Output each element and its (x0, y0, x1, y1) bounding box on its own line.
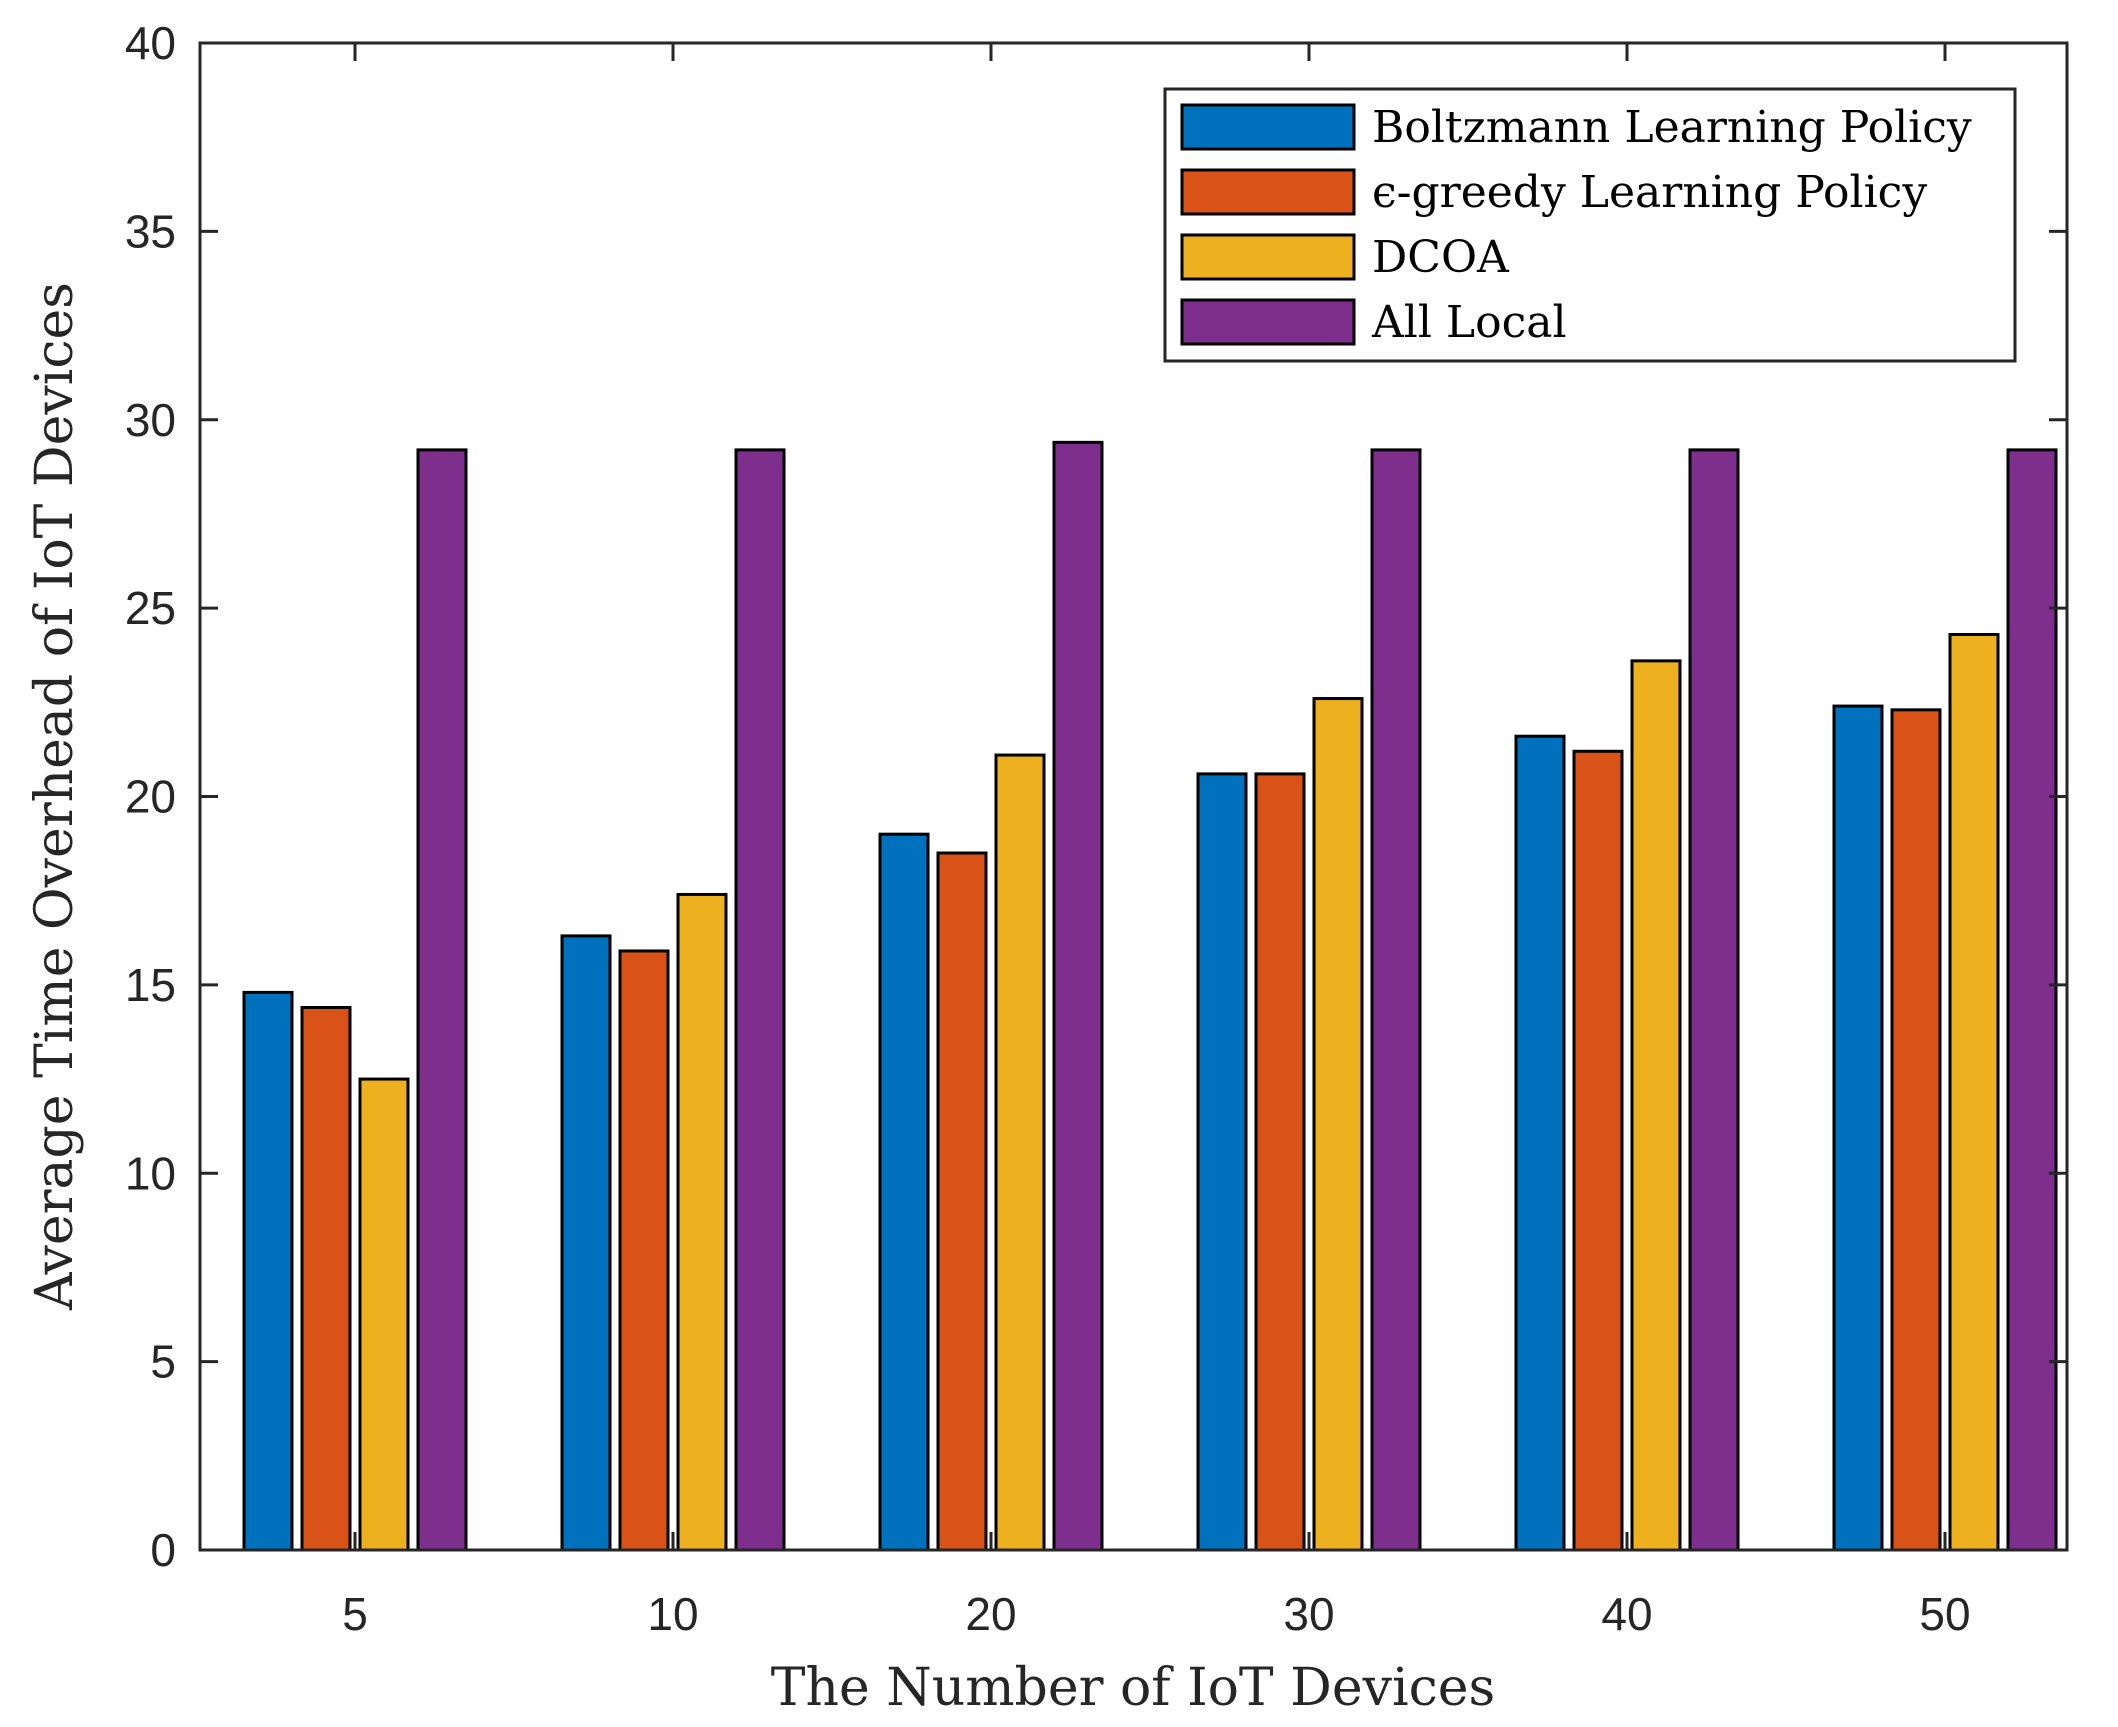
bar-50-series-2 (1890, 708, 1942, 1552)
bar-50-series-1 (1832, 704, 1884, 1552)
y-tick-label-10: 10 (125, 1147, 176, 1199)
bar-50-series-3 (1948, 632, 2000, 1552)
legend-swatch-2 (1180, 168, 1356, 216)
y-tick-label-20: 20 (125, 771, 176, 823)
legend-label-1: Boltzmann Learning Policy (1372, 102, 1972, 153)
bar-20-series-2 (936, 851, 988, 1552)
bar-40-series-3 (1630, 659, 1682, 1552)
x-tick-label-5: 5 (342, 1588, 368, 1640)
x-tick-label-50: 50 (1919, 1588, 1970, 1640)
y-tick-label-30: 30 (125, 394, 176, 446)
bar-30-series-3 (1312, 697, 1364, 1552)
y-tick-label-0: 0 (150, 1524, 176, 1576)
y-tick-label-25: 25 (125, 582, 176, 634)
legend-label-4: All Local (1371, 297, 1567, 348)
x-tick-label-20: 20 (965, 1588, 1016, 1640)
bar-10-series-1 (560, 934, 612, 1552)
legend-label-3: DCOA (1372, 232, 1510, 283)
bar-20-series-1 (878, 832, 930, 1552)
legend-label-2: ϵ-greedy Learning Policy (1372, 167, 1927, 218)
bar-30-series-2 (1254, 772, 1306, 1552)
y-tick-label-35: 35 (125, 205, 176, 257)
bar-30-series-1 (1196, 772, 1248, 1552)
bar-5-series-3 (358, 1077, 410, 1552)
bar-20-series-4 (1052, 440, 1104, 1552)
x-axis-title: The Number of IoT Devices (771, 1658, 1495, 1718)
x-tick-labels: 5 10 20 30 40 50 (342, 1588, 1970, 1640)
bar-40-series-4 (1688, 448, 1740, 1552)
plot-area-border (198, 41, 2069, 1552)
y-tick-label-5: 5 (150, 1336, 176, 1388)
bar-10-series-3 (676, 892, 728, 1552)
x-tick-label-10: 10 (647, 1588, 698, 1640)
legend-swatch-3 (1180, 233, 1356, 281)
bar-5-series-2 (300, 1005, 352, 1552)
bar-10-series-2 (618, 949, 670, 1552)
bar-group (242, 440, 2058, 1552)
x-tick-label-30: 30 (1283, 1588, 1334, 1640)
y-tick-label-15: 15 (125, 959, 176, 1011)
legend-swatch-4 (1180, 298, 1356, 346)
bar-5-series-1 (242, 990, 294, 1552)
bar-30-series-4 (1370, 448, 1422, 1552)
legend: Boltzmann Learning Policy ϵ-greedy Learni… (1163, 87, 2017, 363)
x-tick-label-40: 40 (1601, 1588, 1652, 1640)
bar-5-series-4 (416, 448, 468, 1552)
bar-20-series-3 (994, 753, 1046, 1552)
y-axis-title: Average Time Overhead of IoT Devices (25, 282, 85, 1311)
y-tick-labels: 0 5 10 15 20 25 30 35 40 (125, 17, 176, 1576)
bar-10-series-4 (734, 448, 786, 1552)
y-tick-label-40: 40 (125, 17, 176, 69)
bar-50-series-4 (2006, 448, 2058, 1552)
bar-40-series-1 (1514, 734, 1566, 1552)
legend-swatch-1 (1180, 103, 1356, 151)
bar-40-series-2 (1572, 749, 1624, 1552)
